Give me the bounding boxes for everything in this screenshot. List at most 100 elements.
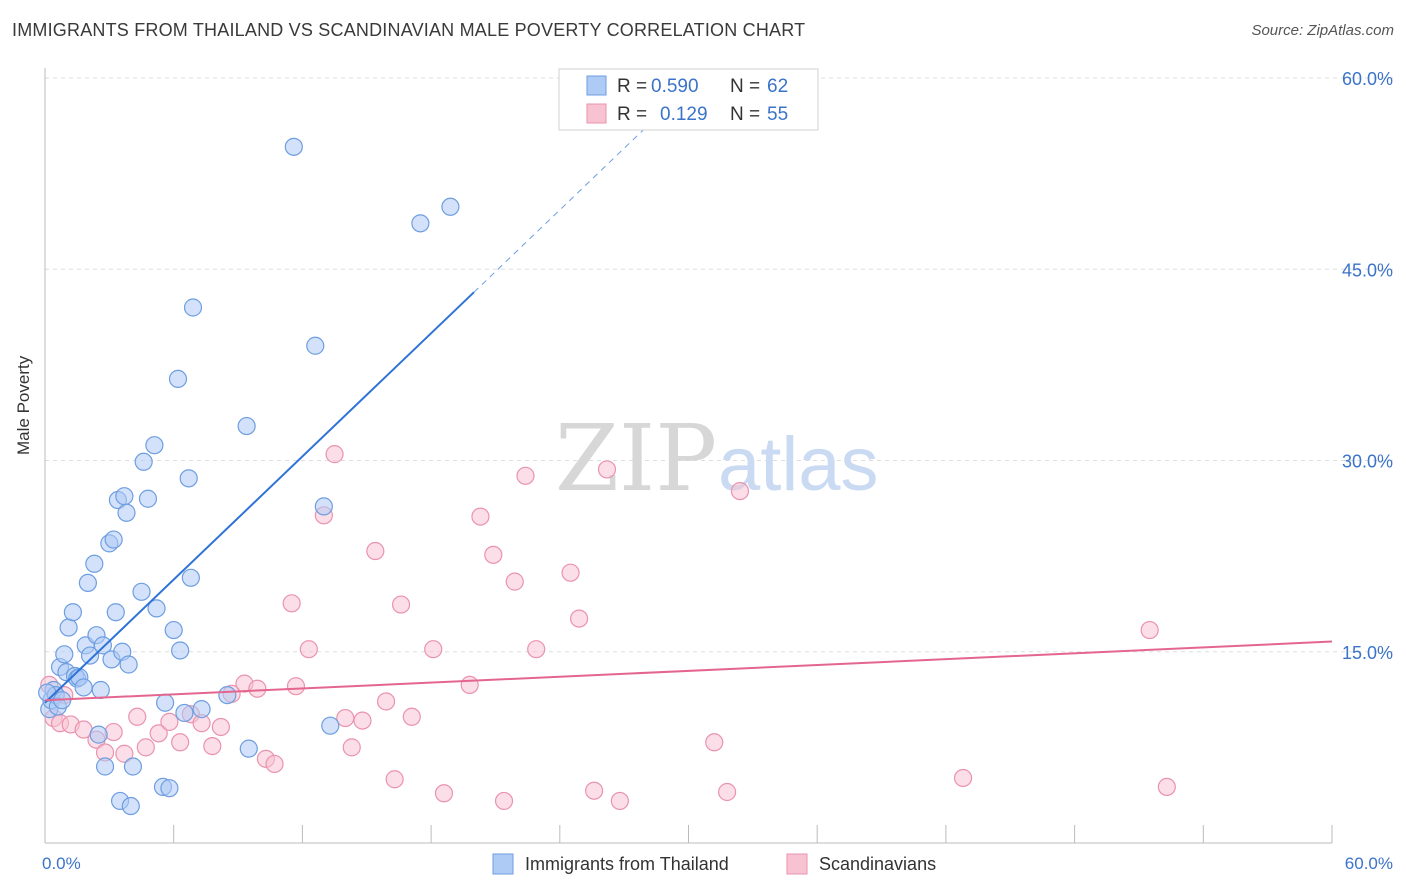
legend-n-value-scandinavians: 55 (767, 104, 788, 125)
thailand-point-27 (106, 603, 125, 622)
thailand-point-60 (441, 197, 460, 216)
thailand-point-39 (145, 436, 164, 455)
scandinavians-point-11 (136, 738, 155, 757)
thailand-point-51 (192, 700, 211, 719)
legend-series: Immigrants from Thailand Scandinavians (492, 853, 936, 875)
legend-n-value-thailand: 62 (767, 76, 788, 97)
scandinavians-point-47 (570, 609, 589, 628)
thailand-point-22 (93, 636, 113, 655)
thailand-point-35 (123, 757, 143, 776)
thailand-point-31 (115, 487, 134, 506)
chart-title: IMMIGRANTS FROM THAILAND VS SCANDINAVIAN… (12, 20, 806, 40)
thailand-point-33 (119, 655, 138, 674)
thailand-point-32 (117, 503, 136, 522)
thailand-point-55 (284, 137, 303, 156)
thailand-point-52 (218, 685, 237, 705)
thailand-point-54 (239, 739, 258, 758)
thailand-point-14 (74, 678, 93, 697)
scandinavians-point-43 (505, 572, 524, 591)
thailand-point-42 (156, 693, 175, 712)
thailand-point-37 (134, 452, 153, 471)
scandinavians-point-33 (376, 692, 396, 711)
scandinavians-point-48 (585, 781, 604, 800)
thailand-point-26 (104, 530, 123, 549)
thailand-point-23 (95, 757, 115, 776)
scandinavians-point-31 (353, 711, 372, 730)
chart-source: Source: ZipAtlas.com (1251, 22, 1394, 39)
scandinavians-point-51 (705, 733, 724, 752)
legend-bottom-swatch-thailand (492, 853, 514, 875)
thailand-point-10 (63, 603, 82, 622)
trend-line-thailand (44, 291, 475, 704)
thailand-point-48 (179, 469, 198, 488)
series-thailand (38, 137, 460, 816)
scandinavians-point-14 (171, 733, 190, 752)
thailand-point-56 (306, 336, 325, 355)
thailand-point-43 (160, 779, 179, 798)
scandinavians-point-44 (516, 466, 535, 485)
thailand-point-44 (164, 620, 183, 640)
thailand-point-17 (80, 646, 100, 665)
scandinavians-point-30 (342, 738, 361, 757)
thailand-point-34 (121, 796, 140, 816)
scandinavians-point-54 (953, 768, 973, 788)
scandinavians-point-21 (248, 679, 267, 698)
scandinavians-point-40 (471, 507, 490, 526)
legend-r-label-thailand: R = (617, 76, 647, 97)
trend-line-scandinavians (44, 640, 1333, 702)
thailand-point-16 (78, 573, 98, 593)
y-tick-label-3: 60.0% (1342, 69, 1393, 89)
scandinavians-point-25 (286, 677, 306, 696)
grid-lines (45, 77, 1394, 653)
scandinavians-point-28 (325, 445, 344, 464)
scandinavians-point-49 (597, 460, 617, 479)
thailand-point-38 (138, 489, 158, 508)
thailand-point-59 (411, 214, 430, 233)
scandinavians-point-10 (128, 707, 147, 726)
scandinavians-point-55 (1140, 620, 1159, 640)
scandinavians-point-9 (115, 744, 134, 763)
x-tick-labels: 0.0% 60.0% (42, 854, 1393, 873)
thailand-point-58 (321, 716, 340, 735)
scandinavians-point-23 (265, 754, 284, 774)
x-tick-label-min: 0.0% (42, 854, 81, 873)
scandinavians-point-17 (203, 736, 222, 756)
scandinavians-point-24 (282, 594, 301, 613)
scandinavians-point-41 (484, 545, 503, 564)
legend-swatch-thailand (586, 75, 607, 96)
thailand-point-61 (38, 683, 57, 702)
trend-line-thailand-extension (473, 127, 646, 293)
thailand-point-20 (89, 725, 108, 744)
y-tick-label-0: 15.0% (1342, 643, 1393, 663)
y-tick-label-2: 45.0% (1342, 260, 1393, 280)
scandinavians-point-35 (391, 595, 411, 614)
thailand-point-50 (183, 298, 203, 317)
thailand-point-9 (59, 618, 78, 637)
x-tick-label-max: 60.0% (1345, 854, 1393, 873)
legend-r-label-scandinavians: R = (617, 104, 647, 125)
scandinavians-point-45 (527, 640, 546, 659)
legend-stats: R = 0.590 N = 62 R = 0.129 N = 55 (558, 68, 819, 131)
trend-lines (44, 127, 1333, 704)
thailand-point-49 (181, 568, 200, 587)
thailand-point-7 (55, 645, 74, 664)
legend-bottom-label-thailand: Immigrants from Thailand (525, 854, 729, 874)
scandinavians-point-39 (460, 675, 479, 695)
legend-n-label-thailand: N = (730, 76, 760, 97)
scandinavians-point-36 (402, 707, 421, 726)
thailand-point-18 (85, 554, 104, 573)
thailand-point-40 (147, 599, 166, 618)
scandinavians-point-52 (718, 782, 737, 802)
legend-r-value-thailand: 0.590 (651, 76, 699, 97)
scandinavians-point-18 (211, 717, 230, 737)
thailand-point-21 (91, 680, 110, 700)
scandinavians-point-12 (149, 724, 168, 743)
y-tick-label-1: 30.0% (1342, 452, 1393, 472)
thailand-point-53 (237, 416, 256, 436)
scandinavians-point-26 (299, 640, 318, 659)
thailand-point-45 (168, 369, 188, 388)
y-tick-labels: 15.0% 30.0% 45.0% 60.0% (1342, 69, 1393, 663)
scandinavians-point-8 (104, 722, 123, 742)
scandinavians-point-13 (160, 712, 179, 731)
